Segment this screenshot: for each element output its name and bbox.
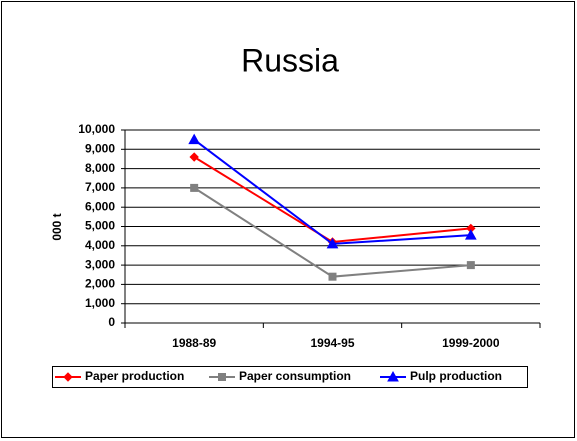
data-point <box>328 272 337 281</box>
data-point <box>464 229 477 240</box>
legend-marker <box>387 370 399 382</box>
y-tick-label: 1,000 <box>85 296 115 310</box>
y-tick-label: 3,000 <box>85 257 115 271</box>
y-tick-label: 7,000 <box>85 180 115 194</box>
data-point <box>189 152 199 162</box>
legend-marker <box>63 372 73 382</box>
data-point <box>466 261 475 270</box>
data-point <box>190 183 199 192</box>
x-tick-label: 1994-95 <box>310 336 354 350</box>
legend-label: Paper consumption <box>239 369 351 383</box>
y-tick-label: 5,000 <box>85 219 115 233</box>
y-tick-label: 10,000 <box>78 122 115 136</box>
chart-title: Russia <box>241 42 339 78</box>
x-tick-label: 1988-89 <box>172 336 216 350</box>
legend-label: Pulp production <box>410 369 502 383</box>
y-tick-label: 4,000 <box>85 238 115 252</box>
y-tick-label: 6,000 <box>85 199 115 213</box>
y-tick-label: 8,000 <box>85 161 115 175</box>
data-point <box>188 133 201 145</box>
legend-marker <box>218 373 226 381</box>
y-axis-label: 000 t <box>50 213 64 240</box>
y-tick-label: 0 <box>108 315 115 329</box>
legend-label: Paper production <box>85 369 184 383</box>
legend <box>52 366 528 388</box>
x-tick-label: 1999-2000 <box>442 336 500 350</box>
y-tick-label: 9,000 <box>85 141 115 155</box>
data-point <box>326 237 339 249</box>
y-tick-label: 2,000 <box>85 277 115 291</box>
